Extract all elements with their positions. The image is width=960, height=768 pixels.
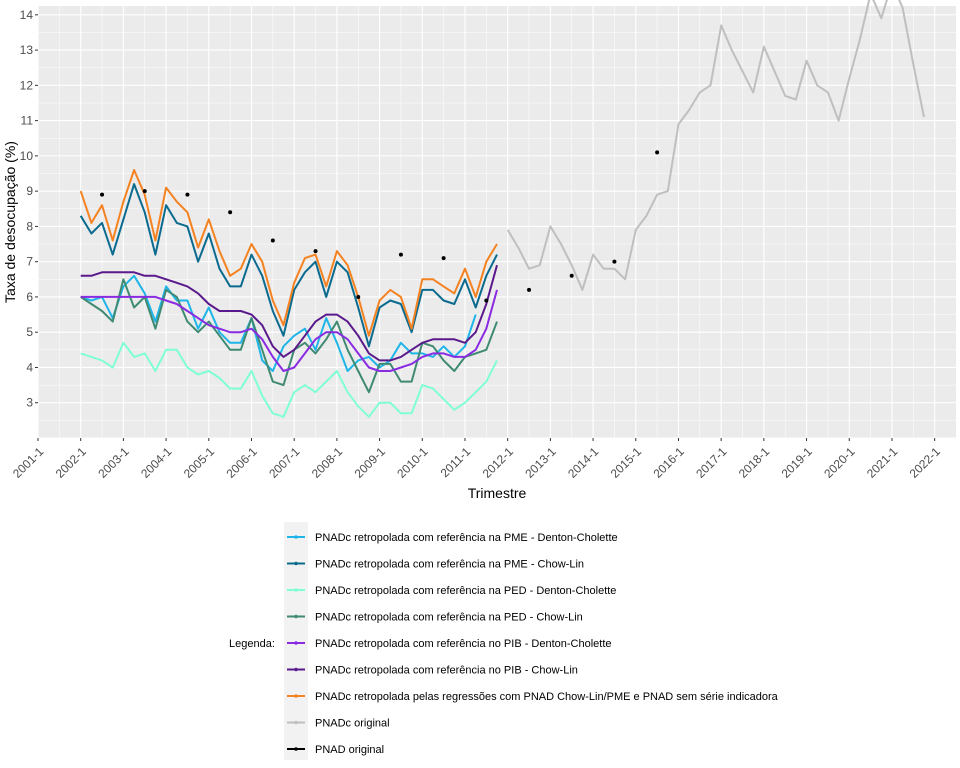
x-axis: 2001-1 2002-1 2003-1 2004-1 2005-1 2006-1 2007… — [10, 438, 943, 481]
legend-label: PNADc original — [315, 718, 390, 730]
y-tick-label: 3 — [26, 396, 33, 410]
pnad-point — [399, 253, 403, 257]
y-tick-label: 8 — [26, 219, 33, 233]
legend-label: PNADc retropolada com referência na PED … — [315, 585, 616, 597]
legend-label: PNAD original — [315, 744, 384, 756]
legend-key-point — [294, 535, 298, 539]
y-tick-label: 14 — [20, 8, 34, 22]
y-tick-label: 4 — [26, 360, 33, 374]
x-tick-label: 2009-1 — [352, 444, 389, 481]
pnad-point — [484, 298, 488, 302]
pnad-point — [655, 150, 659, 154]
y-tick-label: 10 — [20, 149, 34, 163]
pnad-point — [356, 295, 360, 299]
x-tick-label: 2018-1 — [736, 444, 773, 481]
y-tick-label: 6 — [26, 290, 33, 304]
x-tick-label: 2016-1 — [650, 444, 687, 481]
pnad-point — [527, 288, 531, 292]
legend-key-point — [294, 747, 298, 751]
legend-label: PNADc retropolada com referência no PIB … — [315, 665, 578, 677]
legend-key-point — [294, 641, 298, 645]
pnad-point — [570, 274, 574, 278]
legend-label: PNADc retropolada pelas regressões com P… — [315, 691, 779, 703]
x-tick-label: 2013-1 — [522, 444, 559, 481]
x-tick-label: 2019-1 — [779, 444, 816, 481]
pnad-point — [442, 256, 446, 260]
x-tick-label: 2004-1 — [138, 444, 175, 481]
x-tick-label: 2006-1 — [224, 444, 261, 481]
x-tick-label: 2012-1 — [480, 444, 517, 481]
x-tick-label: 2003-1 — [95, 444, 132, 481]
legend-key-point — [294, 694, 298, 698]
y-axis: 3 4 5 6 7 8 9 10 11 12 13 14 — [20, 8, 38, 410]
y-tick-label: 7 — [26, 255, 33, 269]
x-tick-label: 2022-1 — [907, 444, 944, 481]
pnad-point — [143, 189, 147, 193]
x-tick-label: 2011-1 — [438, 444, 474, 480]
pnad-point — [271, 239, 275, 243]
y-tick-label: 9 — [26, 184, 33, 198]
legend-key-point — [294, 721, 298, 725]
y-tick-label: 12 — [20, 78, 34, 92]
pnad-point — [612, 260, 616, 264]
pnad-point — [185, 193, 189, 197]
x-tick-label: 2001-1 — [10, 444, 47, 481]
x-tick-label: 2002-1 — [53, 444, 90, 481]
x-tick-label: 2015-1 — [608, 444, 645, 481]
legend-label: PNADc retropolada com referência na PME … — [315, 559, 584, 571]
x-tick-label: 2010-1 — [394, 444, 431, 481]
x-axis-title: Trimestre — [468, 485, 527, 501]
legend-label: PNADc retropolada com referência na PED … — [315, 612, 583, 624]
x-tick-label: 2005-1 — [181, 444, 218, 481]
x-tick-label: 2021-1 — [864, 444, 901, 481]
x-tick-label: 2008-1 — [309, 444, 346, 481]
x-tick-label: 2017-1 — [693, 444, 730, 481]
y-tick-label: 13 — [20, 43, 34, 57]
x-tick-label: 2007-1 — [266, 444, 303, 481]
legend-key-point — [294, 562, 298, 566]
legend-label: PNADc retropolada com referência no PIB … — [315, 638, 612, 650]
y-tick-label: 5 — [26, 325, 33, 339]
legend-key-point — [294, 668, 298, 672]
legend-label: PNADc retropolada com referência na PME … — [315, 532, 618, 544]
legend-key-point — [294, 588, 298, 592]
legend: Legenda: PNADc retropolada com referênci… — [229, 522, 779, 760]
y-axis-title: Taxa de desocupação (%) — [2, 141, 18, 303]
x-tick-label: 2020-1 — [821, 444, 858, 481]
pnad-point — [314, 249, 318, 253]
legend-key-point — [294, 615, 298, 619]
legend-title: Legenda: — [229, 638, 275, 650]
pnad-point — [228, 210, 232, 214]
pnad-point — [100, 193, 104, 197]
x-tick-label: 2014-1 — [565, 444, 602, 481]
y-tick-label: 11 — [21, 114, 34, 128]
